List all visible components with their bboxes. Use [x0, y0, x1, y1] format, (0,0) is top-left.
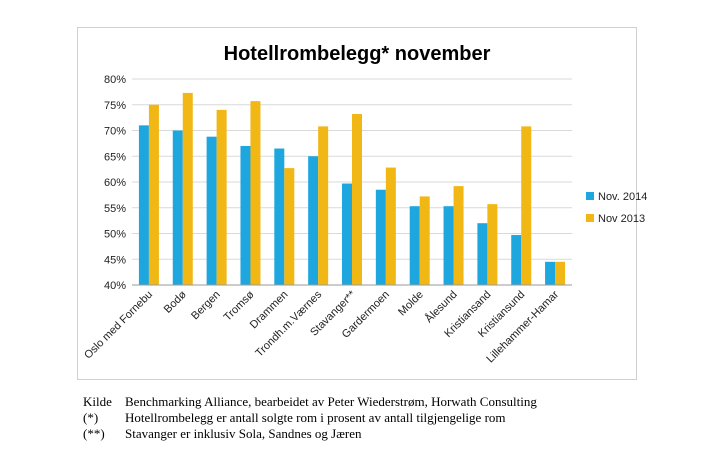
bar	[409, 206, 420, 285]
footnote-source: Kilde Benchmarking Alliance, bearbeidet …	[83, 394, 683, 410]
bar	[250, 101, 261, 286]
bar	[352, 114, 362, 286]
bar	[419, 196, 430, 285]
x-axis: Oslo med Fornebu Bodø BergenTromsøDrammenT…	[82, 284, 572, 365]
x-tick-label: Bodø	[162, 288, 189, 315]
bars	[138, 92, 566, 286]
bar	[342, 183, 352, 285]
bar	[318, 126, 329, 285]
bar	[206, 136, 217, 285]
legend-swatch	[586, 192, 594, 200]
footnote-key: (**)	[83, 426, 105, 441]
y-axis: 40% 45% 50% 55% 60% 65% 70% 75% 80%	[104, 74, 126, 292]
y-tick-label: 75%	[104, 100, 126, 112]
footnote-text: Benchmarking Alliance, bearbeidet av Pet…	[125, 394, 537, 409]
bar	[521, 126, 532, 285]
bar	[555, 261, 566, 285]
footnotes: Kilde Benchmarking Alliance, bearbeidet …	[83, 394, 683, 442]
bar	[545, 261, 556, 285]
footnote-double-asterisk: (**) Stavanger er inklusiv Sola, Sandnes…	[83, 426, 683, 442]
footnote-key: (*)	[83, 410, 99, 425]
bar-chart: Hotellrombelegg* november 40% 45% 50% 55% 60…	[82, 43, 647, 365]
footnote-key: Kilde	[83, 394, 112, 409]
bar	[182, 92, 193, 285]
y-tick-label: 55%	[104, 203, 126, 215]
bar	[487, 204, 498, 285]
bar	[216, 109, 227, 286]
bar	[511, 235, 522, 285]
chart-title: Hotellrombelegg* november	[224, 43, 491, 65]
bar	[148, 104, 159, 285]
bar	[443, 206, 454, 285]
footnote-text: Stavanger er inklusiv Sola, Sandnes og J…	[125, 426, 362, 441]
bar	[240, 145, 251, 285]
bar	[453, 186, 464, 285]
bar	[172, 130, 183, 285]
legend-swatch	[586, 214, 594, 222]
legend-label: Nov. 2014	[598, 191, 647, 203]
y-tick-label: 70%	[104, 126, 126, 138]
y-tick-label: 50%	[104, 229, 126, 241]
bar	[477, 223, 488, 285]
footnote-asterisk: (*) Hotellrombelegg er antall solgte rom…	[83, 410, 683, 426]
bar	[284, 168, 295, 285]
bar	[138, 125, 149, 285]
y-tick-label: 40%	[104, 280, 126, 292]
bar	[274, 148, 285, 285]
y-tick-label: 65%	[104, 151, 126, 163]
x-tick-label: Molde	[396, 289, 426, 319]
legend-label: Nov 2013	[598, 213, 645, 225]
footnote-text: Hotellrombelegg er antall solgte rom i p…	[125, 410, 506, 425]
legend: Nov. 2014 Nov 2013	[586, 191, 647, 225]
y-tick-label: 45%	[104, 254, 126, 266]
bar	[308, 156, 319, 285]
bar	[375, 189, 386, 285]
x-tick-label: Oslo med Fornebu	[82, 289, 155, 362]
y-tick-label: 80%	[104, 74, 126, 86]
y-tick-label: 60%	[104, 177, 126, 189]
bar	[385, 167, 396, 285]
x-tick-label: Bergen	[189, 289, 223, 323]
